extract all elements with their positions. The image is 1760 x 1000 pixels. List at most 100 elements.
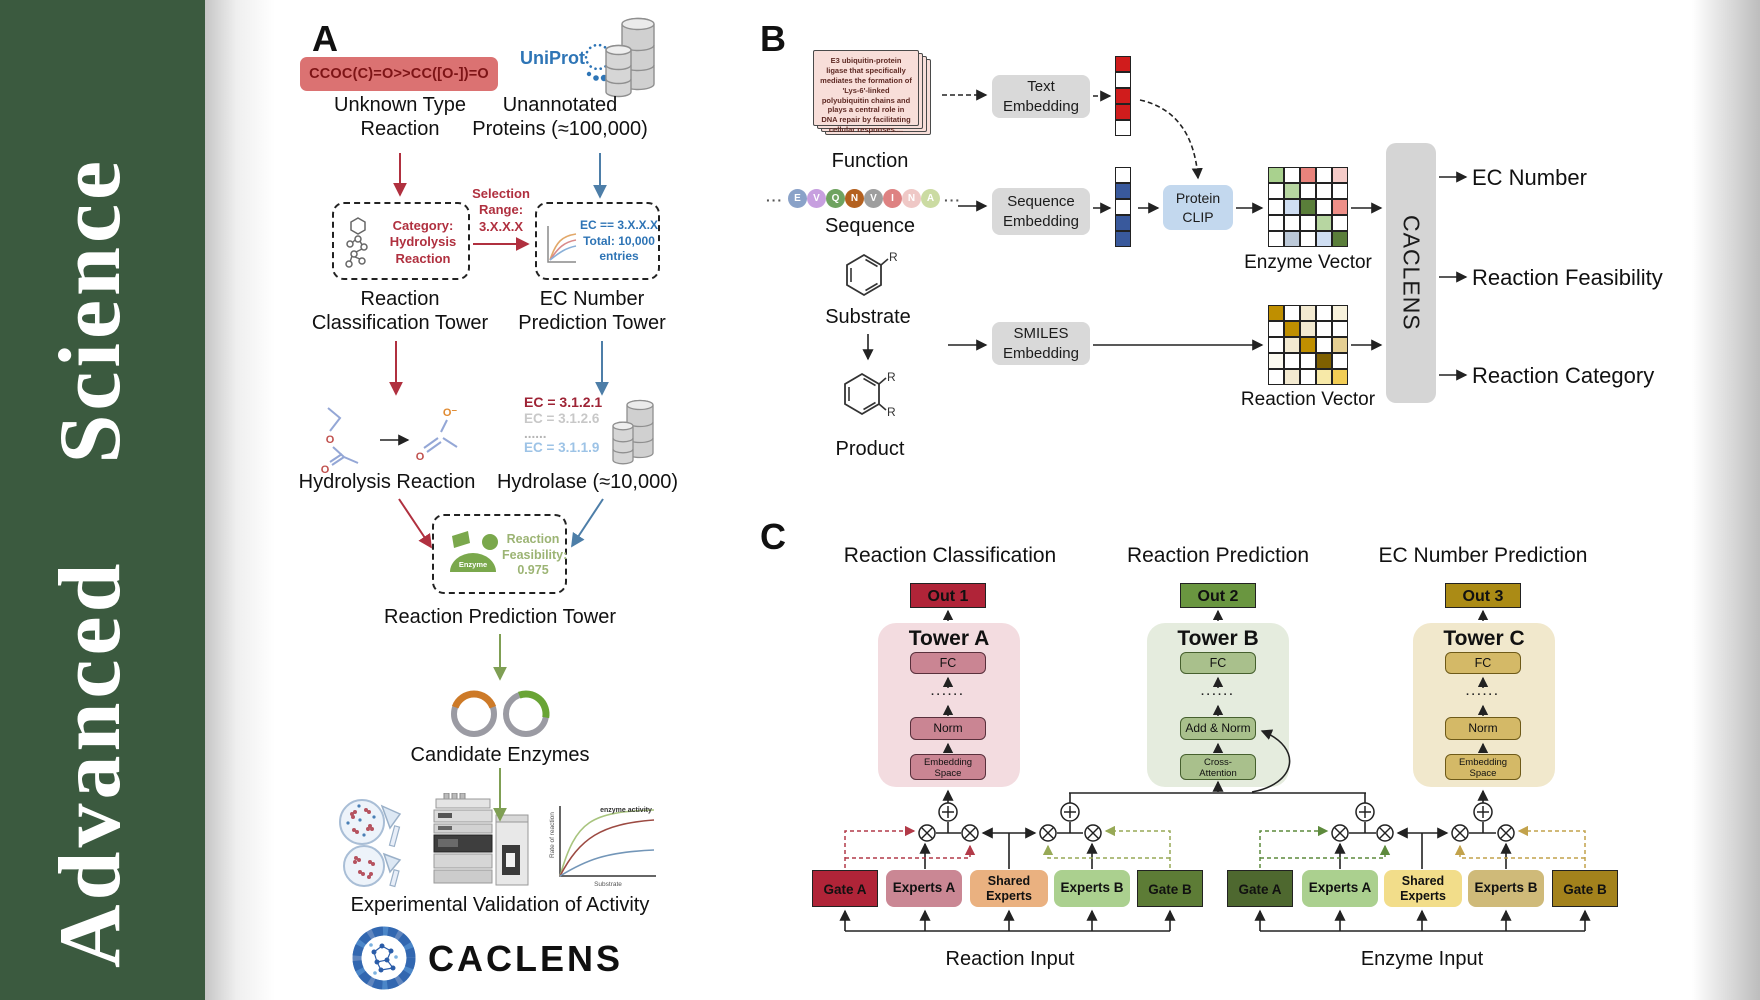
tower-b-title: Tower B (1177, 627, 1259, 650)
tower-a-norm-block: Norm (910, 717, 986, 740)
column-heading-reaction-classification: Reaction Classification (843, 544, 1057, 567)
ester-molecule-icon: O O (321, 407, 359, 474)
validation-label: Experimental Validation of Activity (350, 894, 650, 916)
gate-a-reaction: Gate A (812, 870, 878, 907)
tower-a-embedding-block: Embedding Space (910, 754, 986, 780)
product-nodes (918, 824, 1515, 842)
r-group-label: R (887, 405, 896, 419)
caclens-block: CACLENS (1386, 143, 1436, 403)
right-shadow (1692, 0, 1760, 1000)
out-box-1: Out 1 (910, 583, 986, 608)
svg-text:O⁻: O⁻ (443, 407, 458, 419)
ec-item: EC = 3.1.1.9 (524, 440, 600, 455)
petri-dish-icon (339, 799, 402, 888)
experts-b-enzyme: Experts B (1468, 870, 1544, 907)
shared-experts-enzyme: Shared Experts (1384, 870, 1462, 907)
prediction-tower-label: Reaction Prediction Tower (384, 606, 616, 628)
function-card-front: E3 ubiquitin-protein ligase that specifi… (813, 50, 919, 134)
caclens-wordmark: CACLENS (428, 938, 624, 979)
ec-number-box: EC == 3.X.X.X Total: 10,000 entries (535, 202, 660, 280)
hydrolase-database-icon (612, 399, 654, 465)
unannotated-proteins-label: Unannotated Proteins (≈100,000) (472, 94, 648, 140)
sequence-label: Sequence (824, 215, 916, 237)
category-label: Category: Hydrolysis Reaction (389, 218, 457, 266)
enzyme-icon: Enzyme (450, 531, 498, 572)
out-box-3: Out 3 (1445, 583, 1521, 608)
journal-name: Advanced Science (42, 156, 139, 968)
panel-b-label: B (760, 18, 786, 59)
feasibility-box: Enzyme Reaction Feasibility: 0.975 (432, 514, 567, 594)
output-reaction-category: Reaction Category (1472, 363, 1655, 388)
sequence-ellipsis: ··· (766, 192, 783, 208)
ec-item: EC = 3.1.2.1 (524, 394, 603, 410)
uniprot-logo: UniProt (520, 48, 585, 68)
curves-icon (547, 226, 577, 263)
tower-b-cross-attention-block: Cross- Attention (1180, 754, 1256, 780)
experts-a-reaction: Experts A (886, 870, 962, 907)
out-box-2: Out 2 (1180, 583, 1256, 608)
function-label: Function (831, 150, 909, 172)
output-ec-number: EC Number (1472, 165, 1587, 190)
product-label: Product (835, 438, 905, 460)
sequence-embedding-box: Sequence Embedding (992, 188, 1090, 235)
hydrolysis-label: Hydrolysis Reaction (298, 471, 476, 493)
tower-b-dots: ······ (1201, 689, 1235, 701)
function-text: E3 ubiquitin-protein ligase that specifi… (820, 56, 912, 135)
left-shadow (205, 0, 275, 1000)
r-group-label: R (887, 370, 896, 384)
activity-graph: enzyme activity Rate of reaction Substra… (549, 806, 656, 888)
tower-a-title: Tower A (908, 627, 990, 650)
caclens-logo-icon (352, 926, 416, 990)
tower-c-title: Tower C (1443, 627, 1525, 650)
molecule-scribble-icon (345, 217, 368, 268)
hydrolase-label: Hydrolase (≈10,000) (496, 471, 679, 493)
enzyme-input-label: Enzyme Input (1360, 948, 1484, 970)
journal-banner: Advanced Science (0, 0, 205, 1000)
r-group-label: R (889, 250, 898, 264)
sum-nodes (938, 802, 1493, 822)
function-cards: E3 ubiquitin-protein ligase that specifi… (813, 50, 937, 142)
tower-b-add-norm-block: Add & Norm (1180, 717, 1256, 740)
caclens-block-label: CACLENS (1398, 215, 1425, 331)
benzene-product-icon: R R (844, 370, 896, 419)
reaction-input-label: Reaction Input (945, 948, 1075, 970)
svg-text:O: O (321, 464, 330, 474)
tower-c-embedding-block: Embedding Space (1445, 754, 1521, 780)
tower-c-norm-block: Norm (1445, 717, 1521, 740)
reaction-vector-matrix (1268, 305, 1348, 385)
text-embedding-box: Text Embedding (992, 75, 1090, 118)
substrate-label: Substrate (825, 306, 911, 328)
panel-a-label: A (312, 18, 338, 59)
svg-text:O: O (326, 434, 335, 446)
panel-c-label: C (760, 516, 786, 557)
classification-tower-label: Reaction Classification Tower (311, 288, 489, 334)
experts-a-enzyme: Experts A (1302, 870, 1378, 907)
candidate-enzymes-label: Candidate Enzymes (410, 744, 590, 766)
tower-a-dots: ······ (931, 689, 965, 701)
reaction-classification-box: Category: Hydrolysis Reaction (332, 202, 470, 280)
unknown-reaction-label: Unknown Type Reaction (334, 94, 466, 140)
shared-experts-reaction: Shared Experts (970, 870, 1048, 907)
gate-b-reaction: Gate B (1137, 870, 1203, 907)
sequence-vector (1115, 167, 1131, 247)
text-vector (1115, 56, 1131, 136)
column-heading-ec-number-prediction: EC Number Prediction (1378, 544, 1588, 567)
gate-a-enzyme: Gate A (1227, 870, 1293, 907)
svg-text:O: O (416, 451, 425, 463)
carboxylate-molecule-icon: O⁻ O (416, 407, 458, 463)
graph-annotation: enzyme activity (600, 807, 652, 814)
column-heading-reaction-prediction: Reaction Prediction (1126, 544, 1310, 567)
tower-c-dots: ······ (1466, 689, 1500, 701)
experts-b-reaction: Experts B (1054, 870, 1130, 907)
selection-range-label: Selection Range: 3.X.X.X (472, 186, 530, 234)
feasibility-label: Reaction Feasibility: 0.975 (502, 532, 568, 578)
protein-clip-box: Protein CLIP (1163, 185, 1233, 230)
ec-total-label: EC == 3.X.X.X Total: 10,000 entries (579, 218, 659, 264)
graph-xlabel: Substrate (594, 881, 622, 888)
output-reaction-feasibility: Reaction Feasibility (1472, 265, 1663, 290)
database-icon (605, 17, 655, 98)
graph-ylabel: Rate of reaction (549, 812, 556, 858)
enzyme-vector-label: Enzyme Vector (1244, 252, 1372, 273)
